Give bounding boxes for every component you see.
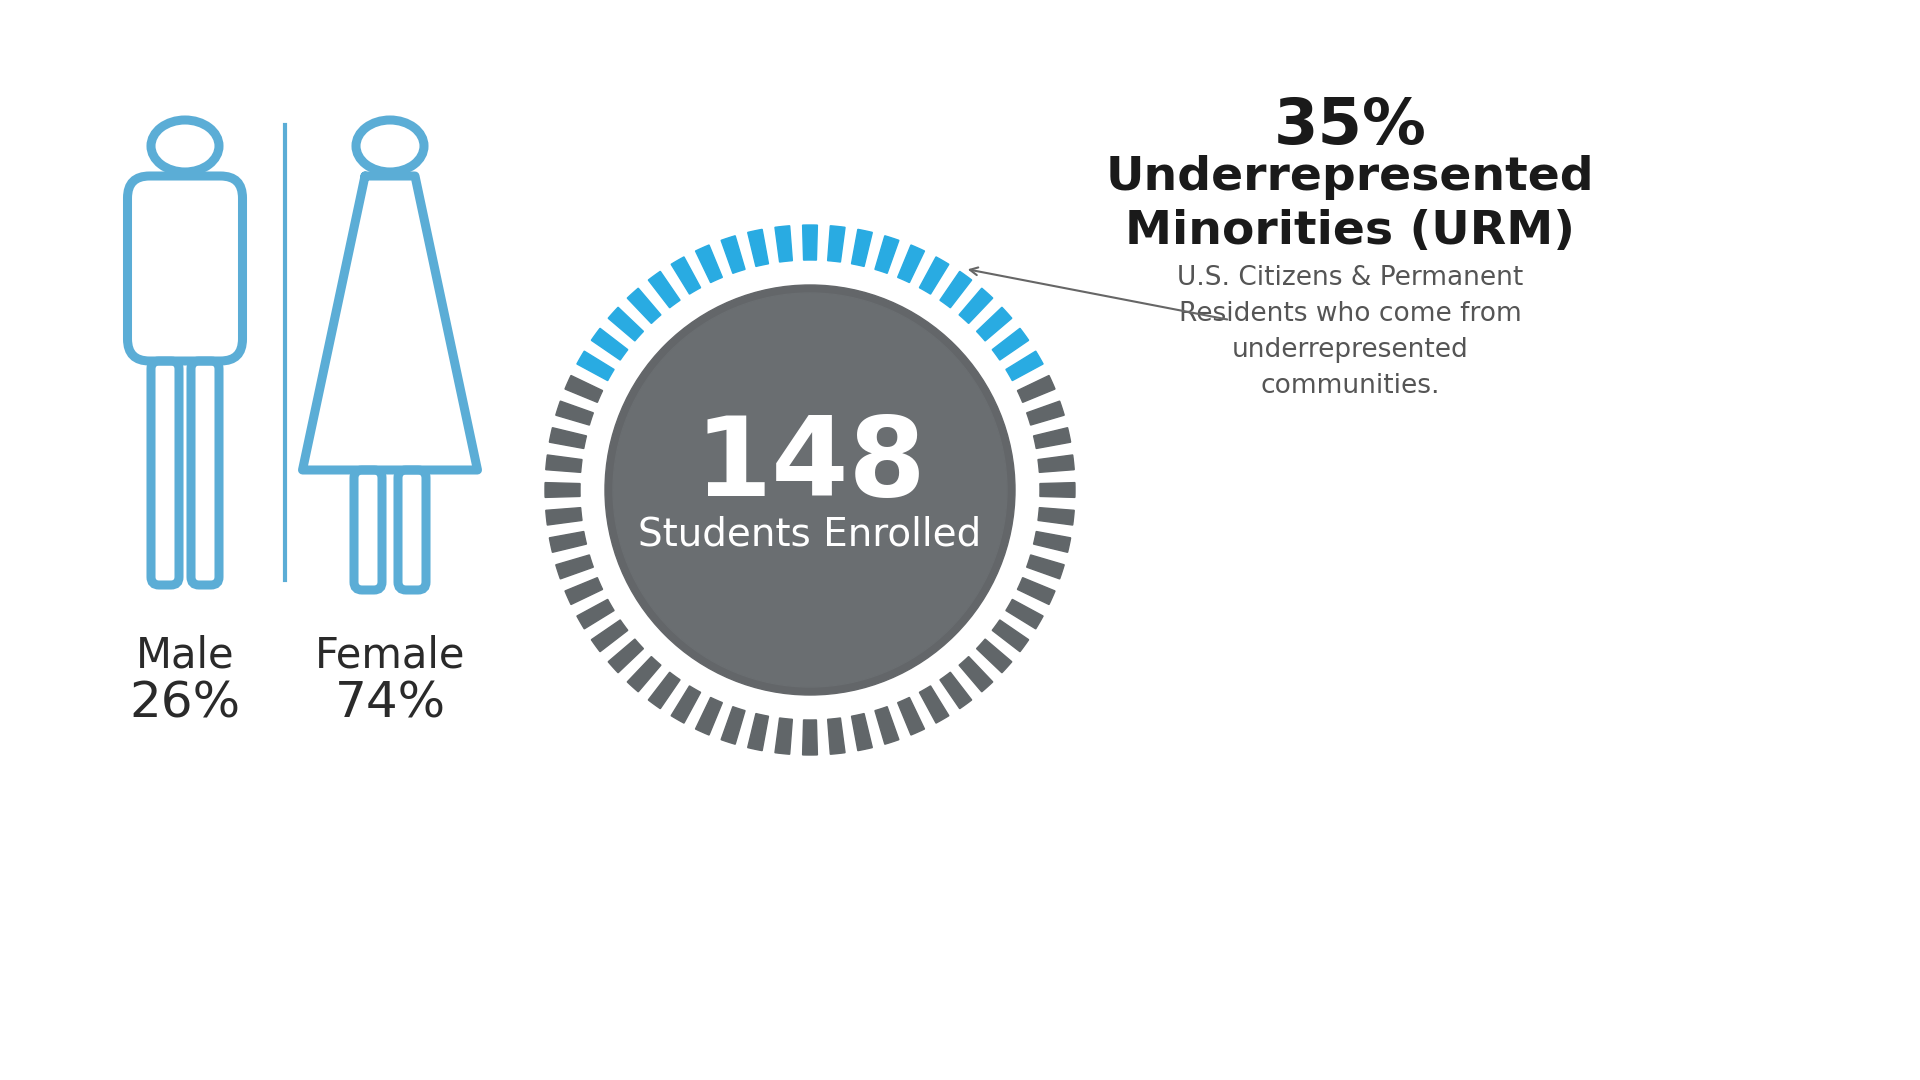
Circle shape	[540, 220, 1079, 760]
Wedge shape	[920, 686, 948, 724]
Wedge shape	[591, 620, 628, 651]
Text: Male: Male	[136, 635, 234, 677]
Wedge shape	[876, 235, 899, 273]
Wedge shape	[851, 229, 872, 267]
Circle shape	[612, 293, 1006, 687]
Wedge shape	[1027, 555, 1064, 579]
Wedge shape	[576, 599, 614, 629]
Text: Students Enrolled: Students Enrolled	[637, 516, 981, 554]
Wedge shape	[695, 245, 722, 283]
Text: Female: Female	[315, 635, 465, 677]
Wedge shape	[1018, 578, 1054, 605]
Wedge shape	[609, 307, 643, 341]
Wedge shape	[564, 376, 603, 403]
Wedge shape	[899, 698, 925, 735]
Wedge shape	[803, 225, 818, 260]
Wedge shape	[899, 245, 925, 283]
Wedge shape	[649, 271, 680, 308]
Wedge shape	[555, 401, 593, 426]
Wedge shape	[1006, 599, 1043, 629]
Wedge shape	[1027, 401, 1064, 426]
Wedge shape	[1033, 531, 1071, 552]
Wedge shape	[549, 531, 586, 552]
Text: Underrepresented
Minorities (URM): Underrepresented Minorities (URM)	[1106, 156, 1594, 254]
Wedge shape	[649, 672, 680, 708]
Text: 26%: 26%	[129, 680, 240, 728]
Circle shape	[605, 285, 1016, 696]
Wedge shape	[960, 288, 993, 323]
Wedge shape	[591, 328, 628, 360]
Wedge shape	[628, 657, 660, 692]
Wedge shape	[564, 578, 603, 605]
Wedge shape	[545, 483, 580, 498]
Wedge shape	[803, 720, 818, 755]
Wedge shape	[851, 714, 872, 751]
Wedge shape	[722, 235, 745, 273]
Wedge shape	[941, 271, 972, 308]
Wedge shape	[828, 226, 845, 262]
Wedge shape	[977, 639, 1012, 673]
Wedge shape	[993, 328, 1029, 360]
Text: U.S. Citizens & Permanent
Residents who come from
underrepresented
communities.: U.S. Citizens & Permanent Residents who …	[1177, 265, 1523, 399]
Wedge shape	[1039, 508, 1073, 525]
Wedge shape	[672, 257, 701, 294]
Wedge shape	[828, 718, 845, 754]
Wedge shape	[545, 455, 582, 472]
Wedge shape	[549, 428, 586, 448]
Circle shape	[597, 276, 1023, 703]
Wedge shape	[941, 672, 972, 708]
Wedge shape	[920, 257, 948, 294]
Wedge shape	[1039, 455, 1073, 472]
Wedge shape	[695, 698, 722, 735]
Wedge shape	[876, 706, 899, 744]
Wedge shape	[993, 620, 1029, 651]
Text: 35%: 35%	[1273, 95, 1427, 157]
Text: 74%: 74%	[334, 680, 445, 728]
Wedge shape	[747, 714, 768, 751]
Wedge shape	[609, 639, 643, 673]
Wedge shape	[977, 307, 1012, 341]
Text: 148: 148	[695, 411, 925, 518]
Wedge shape	[776, 226, 793, 262]
Wedge shape	[672, 686, 701, 724]
Wedge shape	[747, 229, 768, 267]
Wedge shape	[722, 706, 745, 744]
Wedge shape	[1041, 483, 1075, 498]
Wedge shape	[545, 508, 582, 525]
Wedge shape	[1033, 428, 1071, 448]
Wedge shape	[555, 555, 593, 579]
Wedge shape	[576, 351, 614, 380]
Wedge shape	[776, 718, 793, 754]
Wedge shape	[960, 657, 993, 692]
Wedge shape	[628, 288, 660, 323]
Wedge shape	[1006, 351, 1043, 380]
Wedge shape	[1018, 376, 1054, 403]
